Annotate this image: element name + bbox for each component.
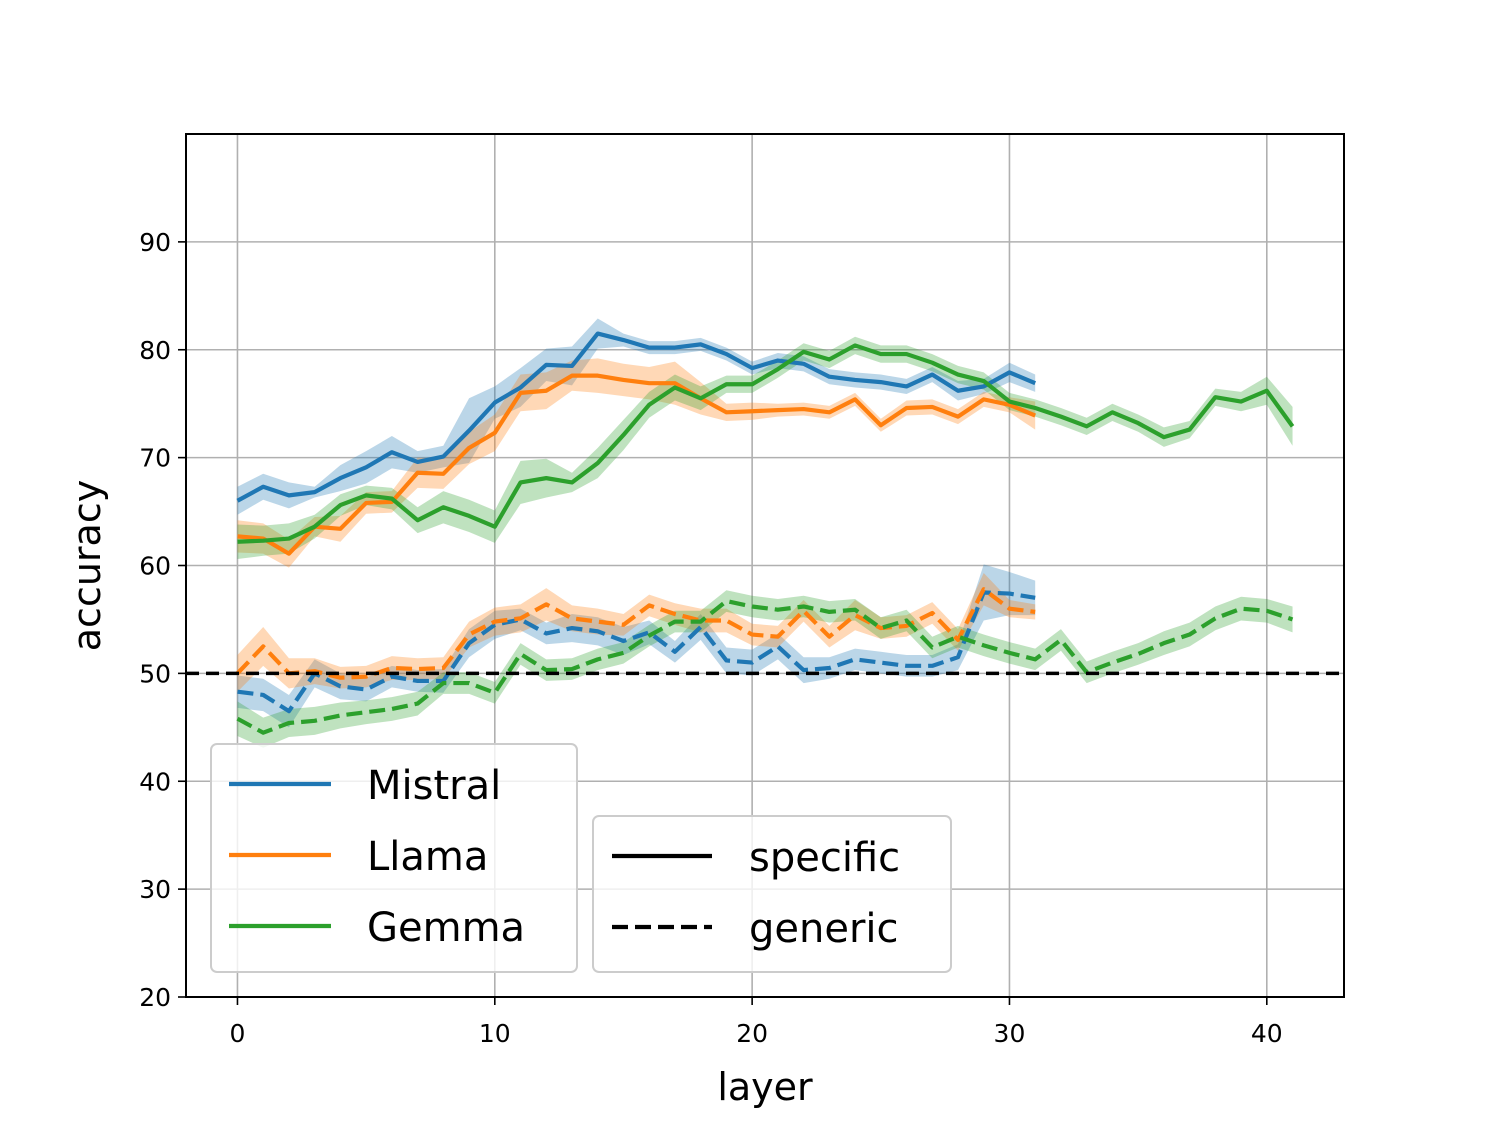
legend-label-llama: Llama [367,834,488,880]
x-axis-label: layer [717,1065,813,1109]
band-mistral-specific [237,318,1036,515]
band-gemma-specific [237,336,1293,560]
y-tick-label: 30 [139,875,171,904]
line-gemma-generic [236,598,1294,735]
y-tick-label: 80 [139,336,171,365]
y-tick-label: 90 [139,228,171,257]
line-llama-generic [235,587,1036,680]
x-tick-label: 0 [230,1019,246,1048]
band-llama-generic [237,573,1036,692]
legend-label-generic: generic [749,906,899,952]
x-tick-label: 30 [994,1019,1026,1048]
x-tick-label: 10 [479,1019,511,1048]
y-tick-label: 40 [139,767,171,796]
legend-label-specific: specific [749,835,900,881]
series-lines [235,331,1295,735]
axis-ticks: 0 10 20 30 40 20 30 40 50 60 70 80 90 [139,228,1283,1048]
legend-styles: specific generic [592,815,952,973]
line-llama-specific [237,373,1037,556]
legend-label-gemma: Gemma [367,905,525,951]
x-tick-label: 20 [736,1019,768,1048]
y-axis-label: accuracy [65,480,109,651]
y-tick-label: 70 [139,444,171,473]
line-mistral-generic [237,590,1036,714]
line-mistral-specific [236,331,1037,503]
y-tick-label: 20 [139,983,171,1012]
legend-label-mistral: Mistral [367,763,501,809]
line-gemma-specific [237,343,1295,544]
y-tick-label: 50 [139,659,171,688]
legend-models: Mistral Llama Gemma [210,743,578,973]
y-tick-label: 60 [139,552,171,581]
x-tick-label: 40 [1251,1019,1283,1048]
legend-models-box [210,743,578,973]
confidence-bands [237,318,1293,748]
